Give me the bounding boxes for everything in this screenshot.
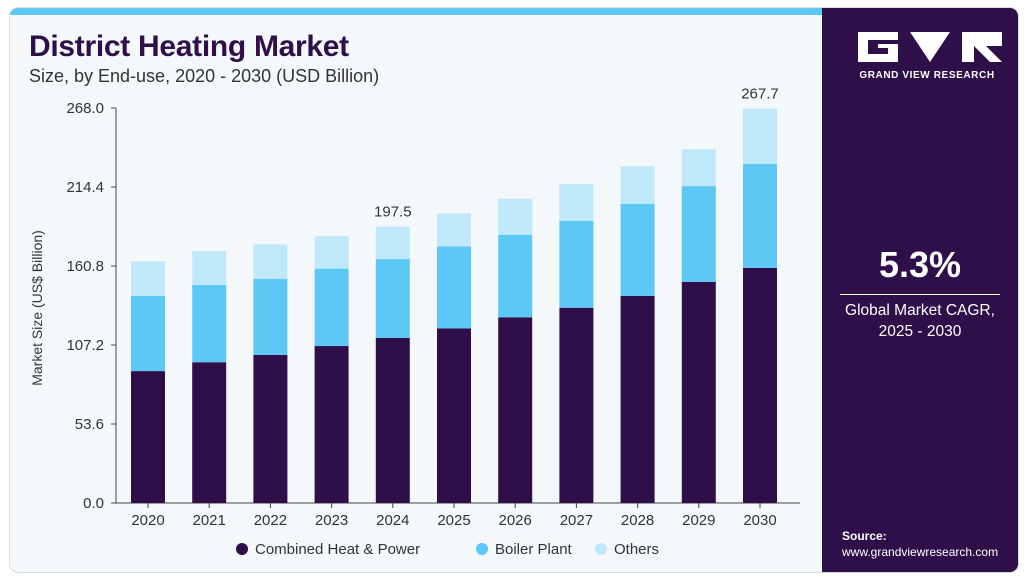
x-tick-label: 2021	[193, 512, 226, 529]
bar-segment-boiler-plant-2028	[620, 203, 655, 296]
legend-swatch	[595, 543, 607, 555]
bar-segment-boiler-plant-2020	[131, 295, 165, 372]
y-tick-label: 53.6	[75, 416, 104, 433]
bar-segment-others-2027	[559, 183, 594, 221]
bar-segment-others-2029	[681, 149, 716, 187]
bar-segment-others-2025	[437, 213, 471, 247]
source-url: www.grandviewresearch.com	[842, 545, 999, 559]
bar-segment-combined-heat-power-2029	[681, 281, 716, 503]
bar-segment-others-2030	[743, 108, 777, 165]
x-tick-label: 2027	[560, 512, 593, 529]
y-axis-label: Market Size (US$ Billion)	[29, 230, 45, 386]
x-tick-label: 2022	[254, 512, 287, 529]
bar-segment-combined-heat-power-2020	[131, 371, 165, 503]
chart-title: District Heating Market	[29, 30, 349, 63]
bar-segment-boiler-plant-2023	[314, 268, 349, 347]
x-tick-label: 2029	[682, 512, 715, 529]
y-tick-label: 160.8	[66, 258, 104, 275]
brand-logo-icon	[858, 32, 1002, 62]
y-tick-label: 0.0	[83, 495, 104, 512]
cagr-label: Global Market CAGR, 2025 - 2030	[822, 300, 1018, 342]
y-tick-label: 214.4	[66, 179, 104, 196]
bar-segment-boiler-plant-2030	[743, 164, 777, 268]
legend-label: Others	[614, 541, 659, 558]
bar-segment-others-2023	[314, 236, 349, 269]
bar-segment-combined-heat-power-2023	[314, 346, 349, 503]
bar-segment-others-2028	[620, 166, 655, 204]
bar-segment-boiler-plant-2022	[253, 278, 288, 355]
brand-name: GRAND VIEW RESEARCH	[859, 70, 995, 81]
bar-segment-boiler-plant-2027	[559, 220, 594, 308]
data-label-2024: 197.5	[374, 204, 412, 221]
side-panel: GRAND VIEW RESEARCH 5.3% Global Market C…	[822, 8, 1018, 572]
bar-segment-combined-heat-power-2025	[437, 328, 471, 503]
bar-segment-others-2021	[192, 250, 227, 285]
bar-segment-others-2022	[253, 244, 288, 279]
bar-segment-combined-heat-power-2030	[743, 267, 777, 503]
bar-segment-combined-heat-power-2022	[253, 354, 288, 503]
x-tick-label: 2020	[131, 512, 164, 529]
source-label: Source:	[842, 529, 887, 543]
legend-label: Combined Heat & Power	[255, 541, 420, 558]
chart-card: District Heating Market Size, by End-use…	[10, 8, 1018, 572]
bar-segment-boiler-plant-2021	[192, 284, 227, 363]
cagr-divider	[840, 294, 1000, 295]
bar-segment-boiler-plant-2029	[681, 186, 716, 282]
stacked-bar-chart: 0.0 53.6 107.2 160.8 214.4 268.0 Market Size (…	[29, 85, 800, 558]
x-tick-label: 2028	[621, 512, 654, 529]
legend-swatch	[236, 543, 248, 555]
bar-segment-others-2026	[498, 198, 533, 235]
bar-segment-boiler-plant-2026	[498, 234, 533, 318]
bar-segment-combined-heat-power-2028	[620, 295, 655, 503]
y-tick-label: 107.2	[66, 337, 104, 354]
x-tick-label: 2026	[499, 512, 532, 529]
x-tick-label: 2030	[743, 512, 776, 529]
bar-segment-others-2020	[131, 261, 165, 296]
top-accent-bar	[10, 8, 822, 15]
x-tick-label: 2023	[315, 512, 348, 529]
bar-segment-combined-heat-power-2027	[559, 307, 594, 503]
y-tick-label: 268.0	[66, 100, 104, 117]
chart-subtitle: Size, by End-use, 2020 - 2030 (USD Billi…	[29, 66, 380, 86]
cagr-label-line1: Global Market CAGR,	[845, 302, 995, 319]
legend-label: Boiler Plant	[495, 541, 573, 558]
bar-segment-boiler-plant-2024	[375, 259, 410, 338]
legend-swatch	[476, 543, 488, 555]
x-tick-label: 2024	[376, 512, 409, 529]
bar-segment-boiler-plant-2025	[437, 246, 471, 329]
bar-segment-combined-heat-power-2026	[498, 317, 533, 503]
x-tick-label: 2025	[437, 512, 470, 529]
data-label-2030: 267.7	[741, 85, 779, 102]
bar-segment-combined-heat-power-2024	[375, 337, 410, 503]
cagr-label-line2: 2025 - 2030	[878, 323, 962, 340]
bar-segment-combined-heat-power-2021	[192, 362, 227, 503]
cagr-value: 5.3%	[878, 244, 962, 285]
bar-segment-others-2024	[375, 226, 410, 260]
